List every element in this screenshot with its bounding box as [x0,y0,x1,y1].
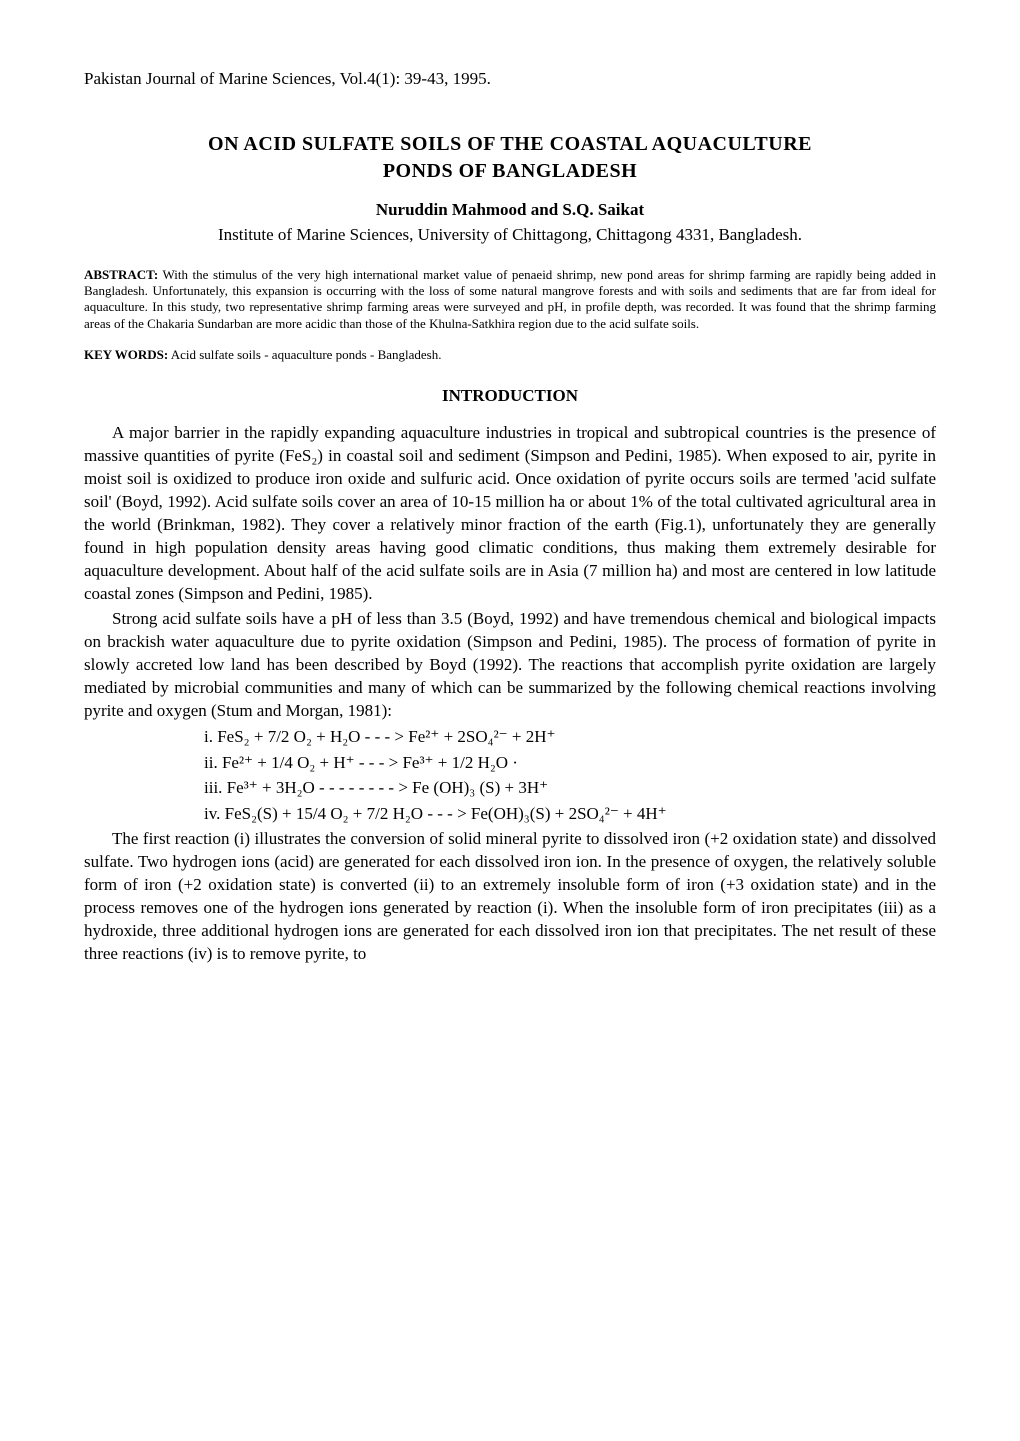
paragraph-1: A major barrier in the rapidly expanding… [84,422,936,606]
keywords-text: Acid sulfate soils - aquaculture ponds -… [171,347,442,362]
keywords-label: KEY WORDS: [84,347,168,362]
paragraph-2: Strong acid sulfate soils have a pH of l… [84,608,936,723]
introduction-heading: INTRODUCTION [84,385,936,408]
title-line-2: PONDS OF BANGLADESH [383,160,637,182]
keywords-block: KEY WORDS: Acid sulfate soils - aquacult… [84,346,936,364]
paragraph-3: The first reaction (i) illustrates the c… [84,828,936,966]
equation-3: iii. Fe³⁺ + 3H₂O - - - - - - - - > Fe (O… [204,775,936,801]
article-title: ON ACID SULFATE SOILS OF THE COASTAL AQU… [84,131,936,185]
equation-1: i. FeS₂ + 7/2 O₂ + H₂O - - - > Fe²⁺ + 2S… [204,724,936,750]
affiliation: Institute of Marine Sciences, University… [84,224,936,247]
equation-block: i. FeS₂ + 7/2 O₂ + H₂O - - - > Fe²⁺ + 2S… [204,724,936,826]
equation-4: iv. FeS₂(S) + 15/4 O₂ + 7/2 H₂O - - - > … [204,801,936,827]
journal-citation: Pakistan Journal of Marine Sciences, Vol… [84,68,936,91]
abstract-block: ABSTRACT: With the stimulus of the very … [84,267,936,332]
authors: Nuruddin Mahmood and S.Q. Saikat [84,199,936,222]
abstract-text: With the stimulus of the very high inter… [84,267,936,331]
equation-2: ii. Fe²⁺ + 1/4 O₂ + H⁺ - - - > Fe³⁺ + 1/… [204,750,936,776]
title-line-1: ON ACID SULFATE SOILS OF THE COASTAL AQU… [208,133,812,155]
abstract-label: ABSTRACT: [84,267,158,282]
